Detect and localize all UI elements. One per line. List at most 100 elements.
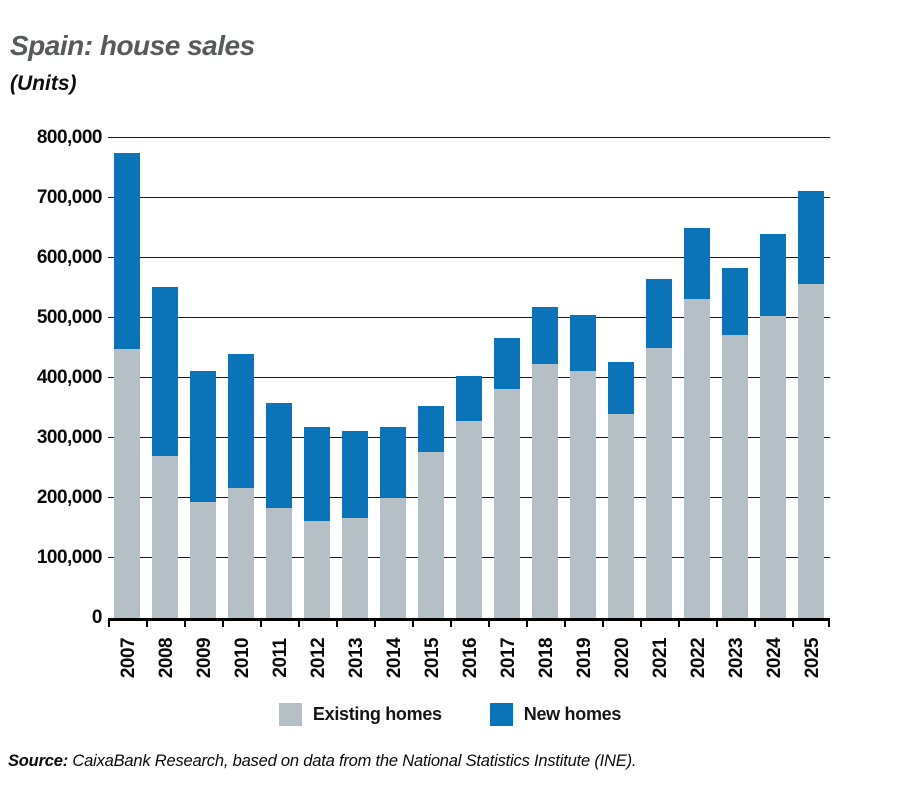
bar-segment-existing-homes-2014 [380,498,406,618]
bar-segment-existing-homes-2025 [798,284,824,618]
x-axis-label-2009: 2009 [194,637,215,679]
bar-segment-existing-homes-2022 [684,298,710,618]
x-axis-tick [792,618,794,627]
x-axis-tick [716,618,718,627]
legend: Existing homes New homes [0,703,900,726]
x-axis-label-2021: 2021 [650,637,671,679]
x-axis-tick [602,618,604,627]
source-note: Source: CaixaBank Research, based on dat… [8,752,636,771]
bar-segment-new-homes-2025 [798,190,824,285]
y-axis-label-500000: 500,000 [36,307,103,328]
y-axis-label-200000: 200,000 [36,487,103,508]
bar-group-2019 [570,315,596,618]
x-axis-label-2024: 2024 [764,637,785,679]
bar-segment-existing-homes-2011 [266,507,292,618]
y-axis-label-400000: 400,000 [36,367,103,388]
bar-segment-existing-homes-2020 [608,414,634,618]
gridline-700000 [108,197,830,198]
legend-item-new-homes: New homes [489,703,622,726]
x-axis-label-2018: 2018 [536,637,557,679]
x-axis-label-2011: 2011 [270,638,291,678]
bar-segment-new-homes-2011 [266,403,292,508]
bar-segment-existing-homes-2019 [570,371,596,618]
chart-title: Spain: house sales [10,30,255,61]
bar-segment-existing-homes-2023 [722,335,748,618]
bar-group-2014 [380,427,406,618]
bar-group-2008 [152,286,178,618]
bar-group-2009 [190,370,216,618]
x-axis-tick [488,618,490,627]
x-axis-tick [412,618,414,627]
bar-segment-existing-homes-2015 [418,452,444,618]
bar-segment-new-homes-2018 [532,307,558,365]
x-axis-tick [374,618,376,627]
bar-segment-existing-homes-2009 [190,502,216,618]
x-axis-tick [222,618,224,627]
bar-group-2010 [228,354,254,618]
x-axis-tick [828,618,830,627]
y-axis-label-300000: 300,000 [36,427,103,448]
x-axis-label-2013: 2013 [346,637,367,679]
bar-group-2017 [494,338,520,618]
bar-group-2012 [304,426,330,618]
y-axis-label-0: 0 [91,607,103,628]
y-axis-label-600000: 600,000 [36,247,103,268]
x-axis-tick [678,618,680,627]
bar-group-2016 [456,375,482,618]
bar-group-2025 [798,190,824,618]
bar-segment-new-homes-2014 [380,427,406,498]
x-axis-line [108,618,830,621]
bar-segment-existing-homes-2010 [228,488,254,618]
legend-swatch-existing-homes [278,703,302,726]
bar-segment-new-homes-2016 [456,375,482,422]
x-axis-tick [146,618,148,627]
x-axis-label-2010: 2010 [232,637,253,679]
bar-segment-existing-homes-2024 [760,315,786,618]
bar-group-2023 [722,268,748,618]
bar-group-2024 [760,234,786,618]
x-axis-tick [526,618,528,627]
x-axis-label-2016: 2016 [460,637,481,679]
bar-group-2021 [646,279,672,618]
bar-segment-existing-homes-2021 [646,348,672,618]
bar-segment-new-homes-2013 [342,430,368,518]
bar-segment-existing-homes-2007 [114,349,140,618]
x-axis-label-2020: 2020 [612,637,633,679]
bar-segment-new-homes-2010 [228,354,254,489]
x-axis-label-2007: 2007 [118,637,139,679]
gridline-800000 [108,137,830,138]
bar-segment-existing-homes-2016 [456,421,482,618]
bar-group-2020 [608,362,634,618]
bar-segment-existing-homes-2008 [152,456,178,618]
source-label: Source: [8,752,69,770]
bar-group-2015 [418,405,444,618]
bar-segment-new-homes-2019 [570,315,596,372]
x-axis-label-2015: 2015 [422,637,443,679]
bar-segment-new-homes-2021 [646,279,672,348]
bar-group-2018 [532,307,558,618]
bar-segment-new-homes-2008 [152,286,178,456]
x-axis-label-2008: 2008 [156,637,177,679]
x-axis-tick [184,618,186,627]
bar-segment-new-homes-2020 [608,362,634,414]
bar-group-2007 [114,153,140,618]
x-axis-tick [754,618,756,627]
legend-swatch-new-homes [489,703,513,726]
bar-segment-new-homes-2017 [494,338,520,389]
x-axis-tick [564,618,566,627]
y-axis-label-800000: 800,000 [36,127,103,148]
bar-segment-existing-homes-2013 [342,517,368,618]
legend-label: Existing homes [312,704,442,724]
x-axis-label-2017: 2017 [498,637,519,679]
bar-group-2011 [266,403,292,618]
bar-segment-new-homes-2024 [760,234,786,316]
x-axis-label-2023: 2023 [726,637,747,679]
x-axis-tick [108,618,110,627]
legend-label: New homes [523,704,622,724]
source-text: CaixaBank Research, based on data from t… [68,752,637,770]
bar-segment-existing-homes-2018 [532,364,558,618]
bar-segment-new-homes-2009 [190,370,216,503]
x-axis-label-2012: 2012 [308,637,329,679]
bar-segment-existing-homes-2017 [494,388,520,618]
